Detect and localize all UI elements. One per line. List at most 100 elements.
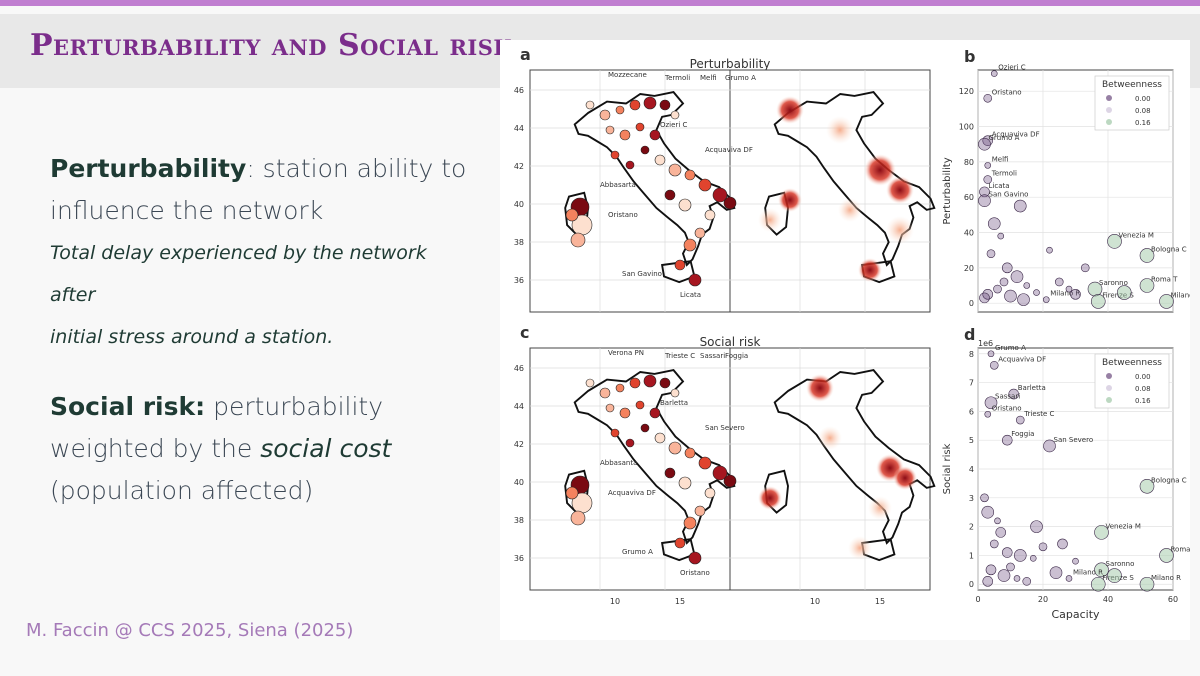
panel-d-point — [995, 527, 1007, 538]
panel-b-point — [978, 137, 991, 151]
panel-c-station-label: Grumo A — [622, 548, 653, 556]
panel-c-xtick: 10 — [810, 597, 820, 606]
panel-b-legend-title: Betweenness — [1102, 80, 1162, 90]
panel-a-heat-blob — [776, 96, 804, 124]
panel-d-point — [1043, 439, 1056, 453]
panel-b-point-label: Milano R — [1171, 291, 1191, 299]
panel-a-ytick: 44 — [514, 124, 524, 133]
panel-d-ytick: 3 — [969, 494, 974, 503]
panel-b-point — [983, 175, 993, 184]
panel-c-station — [654, 432, 666, 444]
panel-a-ytick: 38 — [514, 238, 524, 247]
panel-b-point — [1004, 289, 1017, 303]
panel-a-station — [570, 232, 586, 248]
panel-a-heat-blob — [886, 216, 914, 244]
panel-d-point — [1057, 538, 1068, 550]
panel-c-xtick: 10 — [610, 597, 620, 606]
panel-b-point — [990, 70, 998, 77]
panel-c-heat-blob — [893, 466, 917, 490]
panel-b-point-label: Roma T — [1151, 276, 1178, 284]
panel-c-ytick: 46 — [514, 364, 524, 373]
panel-a-station — [615, 105, 625, 115]
panel-b-point — [999, 277, 1009, 287]
panel-b-point-label: Venezia M — [1119, 231, 1154, 239]
panel-b-point — [1070, 289, 1081, 300]
panel-d-ytick: 5 — [969, 436, 974, 445]
panel-c-station-label: Abbasanta — [600, 459, 637, 467]
panel-b-point — [1090, 294, 1106, 309]
panel-d-point — [1006, 562, 1015, 572]
footer-citation: M. Faccin @ CCS 2025, Siena (2025) — [26, 620, 354, 641]
panel-b-ytick: 120 — [959, 87, 974, 96]
panel-d-point — [1001, 434, 1013, 446]
panel-c-station — [640, 423, 650, 433]
panel-c-heat-blob — [848, 536, 872, 560]
panel-d-point-label: Bologna C — [1151, 476, 1187, 484]
panel-c-station-label: Acquaviva DF — [608, 489, 656, 497]
panel-d-point — [989, 360, 999, 370]
panel-b-point — [1033, 289, 1040, 296]
panel-c-heat-blob — [818, 426, 842, 450]
panel-c-station — [625, 438, 635, 448]
panel-b-legend-label: 0.16 — [1135, 119, 1151, 127]
panel-a-station — [674, 259, 686, 271]
panel-a-title: Perturbability — [690, 57, 771, 71]
panel-a-station — [619, 129, 631, 141]
panel-d-point-label: Oristano — [992, 404, 1022, 412]
panel-d-ytick: 1 — [969, 551, 974, 560]
panel-d-xtick: 60 — [1168, 595, 1178, 604]
panel-b-legend-marker — [1106, 107, 1112, 113]
panel-c-station-label: Foggia — [725, 352, 748, 360]
panel-d-legend-label: 0.16 — [1135, 397, 1151, 405]
panel-c-station-label: Barletta — [660, 399, 688, 407]
panel-d-point — [1015, 415, 1025, 425]
panel-b-ytick: 100 — [959, 123, 974, 132]
panel-d-point-label: Venezia M — [1106, 522, 1141, 530]
panel-b-legend-marker — [1106, 95, 1112, 101]
panel-a-station-label: Mozzecane — [608, 71, 647, 79]
panel-c-station — [704, 487, 716, 499]
panel-b-point-label: Acquaviva DF — [992, 131, 1040, 139]
panel-a-station — [565, 208, 579, 222]
panel-b-point-label: Grumo A — [989, 134, 1020, 142]
panel-a-heat-blob — [758, 208, 782, 232]
panel-c-station — [570, 510, 586, 526]
panel-d-legend-label: 0.08 — [1135, 385, 1151, 393]
panel-b-point — [1017, 293, 1030, 306]
panel-a-station-label: Acquaviva DF — [705, 146, 753, 154]
panel-d-legend-title: Betweenness — [1102, 358, 1162, 368]
panel-b-ytick: 40 — [964, 229, 974, 238]
panel-b-letter: b — [964, 47, 975, 66]
panel-c-station — [668, 441, 682, 455]
panel-c-station — [674, 537, 686, 549]
panel-b-point — [979, 186, 990, 198]
panel-b-legend-label: 0.00 — [1135, 95, 1151, 103]
panel-d-point — [1013, 549, 1027, 562]
panel-a-heat-blob — [826, 116, 854, 144]
panel-b-point — [1013, 199, 1027, 213]
panel-b-point — [1046, 246, 1053, 254]
panel-b-point — [1054, 277, 1064, 287]
panel-c-station-label: San Severo — [705, 424, 745, 432]
panel-b-ylabel: Perturbability — [942, 157, 953, 224]
panel-b-legend-label: 0.08 — [1135, 107, 1151, 115]
panel-a-station-label: San Gavino — [622, 270, 662, 278]
panel-c-ytick: 42 — [514, 440, 524, 449]
panel-a-station — [670, 110, 680, 120]
panel-b-point — [986, 249, 996, 259]
panel-a-station — [659, 99, 671, 111]
panel-c-ytick: 36 — [514, 554, 524, 563]
panel-d-xlabel: Capacity — [1051, 608, 1100, 621]
panel-a-station — [704, 209, 716, 221]
panel-b-point-label: Ozieri C — [998, 64, 1025, 72]
panel-a-station — [635, 122, 645, 132]
panel-b-point — [1159, 294, 1174, 309]
panel-d-point — [1159, 548, 1174, 563]
panel-b-point — [1116, 285, 1132, 300]
panel-d-point — [984, 396, 998, 410]
panel-a-heat-blob — [838, 198, 862, 222]
panel-a-letter: a — [520, 45, 531, 64]
panel-d-point-label: Milano R — [1151, 574, 1181, 582]
panel-d-point — [994, 517, 1001, 525]
